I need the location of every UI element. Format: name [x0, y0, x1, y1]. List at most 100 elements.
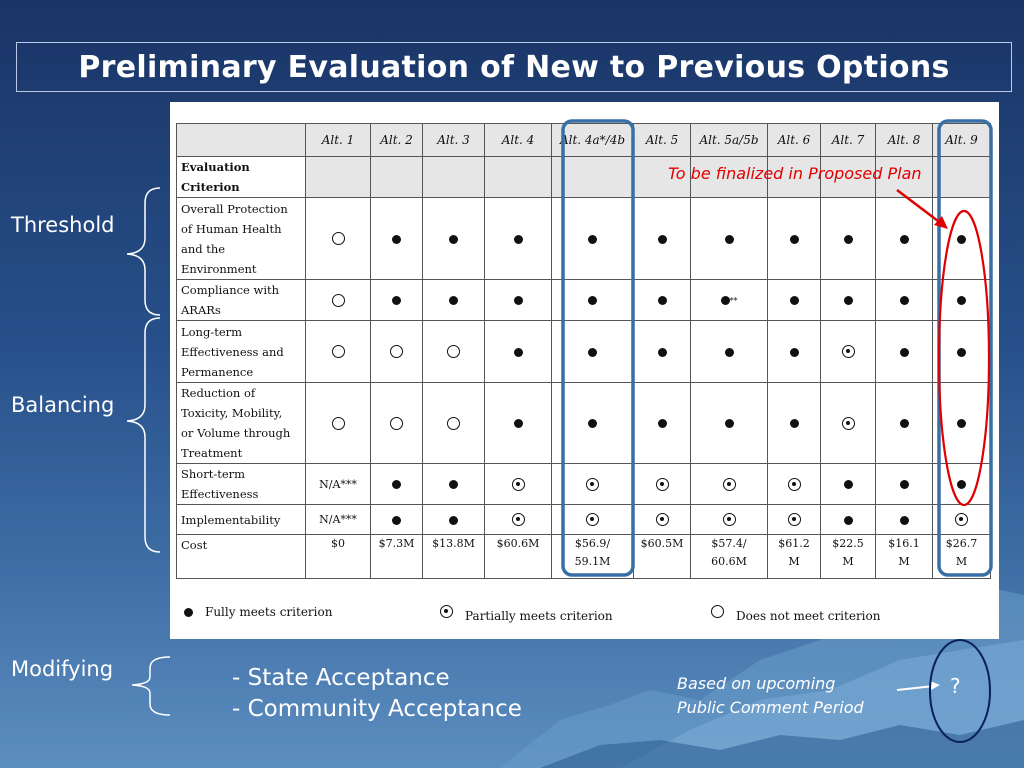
full-circle-icon [513, 347, 523, 357]
rating-cell [932, 382, 991, 464]
rating-symbol [789, 232, 799, 245]
rating-symbol [513, 294, 523, 307]
rating-symbol [586, 513, 599, 527]
full-circle-icon [899, 419, 909, 428]
na-value: N/A*** [319, 477, 357, 491]
criterion-cell: Compliance with ARARs [176, 279, 306, 321]
legend: Fully meets criterion Partially meets cr… [184, 604, 984, 631]
partial-circle-icon [787, 477, 801, 491]
cost-value: $61.2 [778, 537, 810, 550]
rating-symbol [724, 232, 734, 245]
full-circle-icon [657, 347, 667, 357]
rating-symbol [722, 477, 736, 491]
rating-symbol [392, 513, 401, 526]
rating-cell [422, 197, 485, 280]
partial-circle-icon [511, 477, 525, 491]
rating-symbol [390, 345, 403, 359]
cost-value: M [842, 555, 854, 568]
rating-symbol [511, 477, 525, 491]
full-circle-icon [957, 419, 966, 428]
cost-value: M [898, 555, 910, 568]
rating-symbol [513, 232, 523, 245]
full-circle-icon [513, 419, 523, 428]
criterion-line: Effectiveness [181, 487, 259, 501]
criterion-line: Overall Protection [181, 201, 288, 216]
rating-symbol [449, 478, 458, 491]
rating-symbol [957, 478, 966, 491]
threshold-label: Threshold [11, 213, 115, 237]
rating-symbol [789, 345, 799, 358]
full-circle-icon [957, 234, 966, 244]
rating-symbol [899, 513, 909, 526]
table-row: Compliance with ARARs ** [176, 279, 991, 321]
rating-symbol [449, 513, 458, 526]
full-circle-icon [899, 515, 909, 525]
criterion-line: and the [181, 241, 226, 256]
criterion-line: ARARs [181, 303, 221, 317]
alt-column-header: Alt. 1 [305, 123, 371, 157]
criterion-heading-line: Criterion [181, 180, 240, 194]
rating-cell: N/A*** [305, 504, 371, 535]
alt-column-header: Alt. 5 [633, 123, 691, 157]
legend-empty: Does not meet criterion [711, 599, 880, 623]
full-circle-icon [899, 347, 909, 357]
partial-circle-icon [955, 513, 968, 527]
rating-cell [820, 463, 876, 505]
table-header-row: Alt. 1 Alt. 2 Alt. 3 Alt. 4 Alt. 4a*/4b Alt. … [176, 123, 991, 157]
rating-cell [875, 320, 933, 383]
rating-symbol [511, 513, 525, 527]
cost-value: M [955, 555, 968, 568]
legend-partial: Partially meets criterion [440, 599, 613, 623]
modifying-list: - State Acceptance - Community Acceptanc… [232, 663, 522, 725]
blank-cell [767, 156, 821, 198]
full-circle-icon [392, 296, 401, 305]
na-value: N/A*** [319, 513, 357, 526]
criterion-heading: Evaluation Criterion [176, 156, 306, 198]
partial-circle-icon [511, 513, 525, 527]
full-circle-icon [449, 234, 458, 244]
rating-cell [932, 504, 991, 535]
full-circle-icon [657, 234, 667, 244]
full-circle-icon [957, 347, 966, 357]
rating-cell [370, 320, 423, 383]
partial-circle-icon [586, 477, 599, 491]
rating-symbol [843, 294, 853, 307]
partial-circle-icon [841, 345, 855, 359]
slide-title-box: Preliminary Evaluation of New to Previou… [16, 42, 1012, 92]
rating-cell [633, 279, 691, 321]
legend-partial-label: Partially meets criterion [465, 609, 613, 623]
criterion-cell: Implementability [176, 504, 306, 535]
modifying-item: - State Acceptance [232, 665, 450, 691]
rating-cell [370, 197, 423, 280]
rating-symbol [331, 345, 345, 359]
rating-cell [484, 197, 552, 280]
rating-cell [690, 463, 768, 505]
rating-symbol [657, 417, 667, 430]
rating-symbol [588, 345, 597, 358]
cost-cell: $60.5M [633, 534, 691, 579]
criterion-line: Environment [181, 261, 257, 276]
rating-symbol [392, 294, 401, 307]
alt-column-header: Alt. 4 [484, 123, 552, 157]
rating-cell [932, 320, 991, 383]
rating-cell [820, 320, 876, 383]
rating-cell [690, 320, 768, 383]
empty-circle-icon [390, 345, 403, 359]
rating-symbol [789, 417, 799, 430]
rating-cell [767, 382, 821, 464]
table-row: Implementability N/A*** [176, 504, 991, 535]
rating-symbol [588, 417, 597, 430]
full-circle-icon [843, 296, 853, 305]
table-row: Long-term Effectiveness and Permanence [176, 320, 991, 383]
finalize-annotation: To be finalized in Proposed Plan [668, 164, 922, 183]
full-circle-icon [843, 234, 853, 244]
criterion-line: Treatment [181, 446, 243, 460]
cost-value: $13.8M [432, 537, 475, 550]
cost-row: Cost $0 $7.3M $13.8M $60.6M $56.9/59.1M $60.5M… [176, 534, 991, 579]
cost-value: $56.9/ [574, 537, 611, 550]
slide-title: Preliminary Evaluation of New to Previou… [78, 49, 950, 85]
partial-circle-icon [841, 416, 855, 430]
blank-cell [305, 156, 371, 198]
rating-symbol [843, 478, 853, 491]
empty-circle-icon [331, 416, 345, 430]
